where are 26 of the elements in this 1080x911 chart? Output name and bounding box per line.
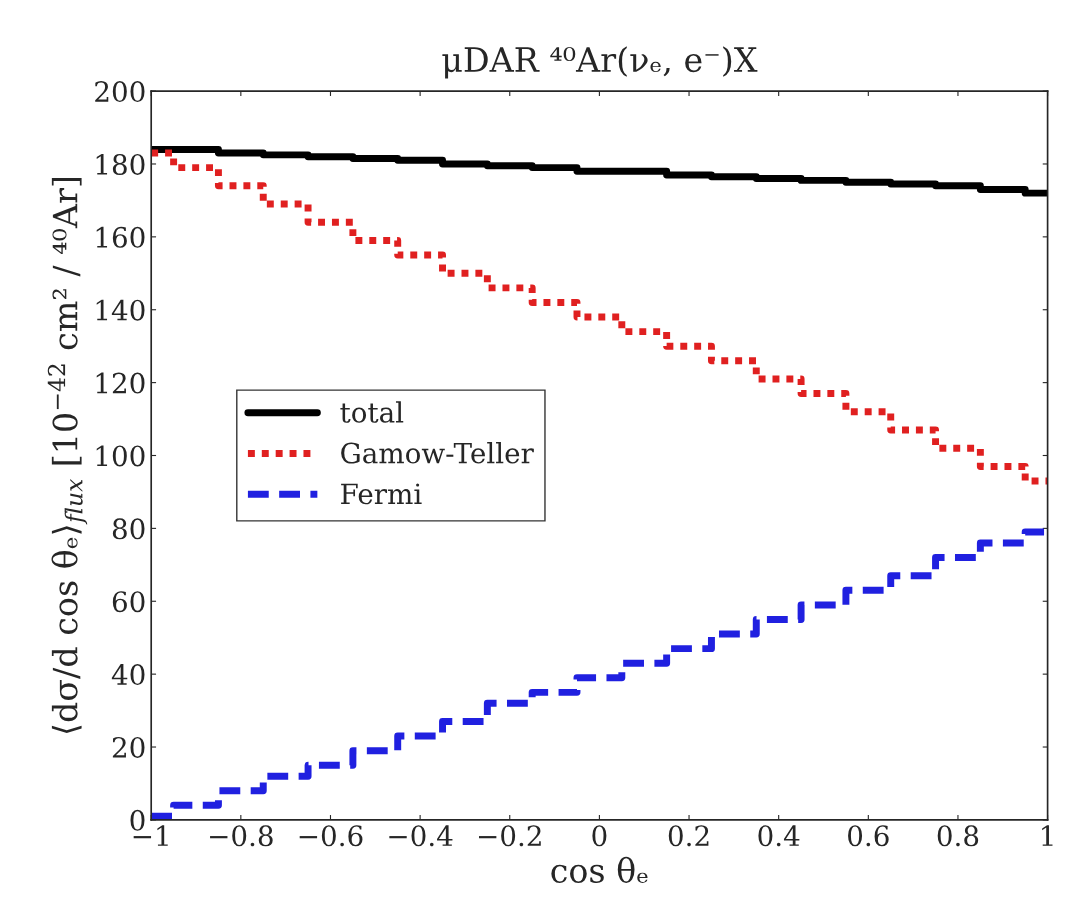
x-tick-label: −0.4 [389, 825, 453, 847]
x-tick-label: 0.6 [848, 825, 889, 847]
legend-label: Gamow-Teller [341, 442, 534, 464]
y-tick-label: 140 [96, 299, 145, 321]
y-tick-label: 120 [96, 372, 145, 394]
x-tick-label: −0.2 [478, 825, 541, 847]
y-tick-label: 40 [111, 664, 145, 686]
x-axis-title: cos θₑ [551, 856, 648, 883]
y-tick-label: 20 [112, 736, 145, 758]
y-tick-label: 160 [96, 226, 145, 248]
y-axis-title: ⟨dσ/d cos θₑ⟩$_{flux}$ [10$^{−42}$ cm² / ⁴⁰Ar] [47, 177, 88, 734]
legend-label: Fermi [341, 483, 422, 505]
y-tick-label: 60 [112, 591, 145, 613]
x-tick-label: 1 [1042, 825, 1053, 846]
y-tick-label: 200 [95, 81, 145, 103]
x-tick-label: 0.2 [668, 825, 709, 847]
x-tick-label: −0.6 [299, 825, 363, 847]
chart-title: μDAR ⁴⁰Ar(νₑ, e⁻)X [442, 46, 758, 79]
y-tick-label: 100 [96, 445, 145, 467]
legend-label: total [340, 401, 404, 423]
x-tick-label: −0.8 [210, 825, 273, 847]
y-tick-label: 80 [112, 518, 145, 540]
y-tick-label: 180 [96, 153, 145, 175]
x-tick-label: 0 [592, 825, 607, 847]
x-tick-label: 0.4 [758, 825, 800, 847]
x-tick-label: 0.8 [937, 825, 979, 847]
